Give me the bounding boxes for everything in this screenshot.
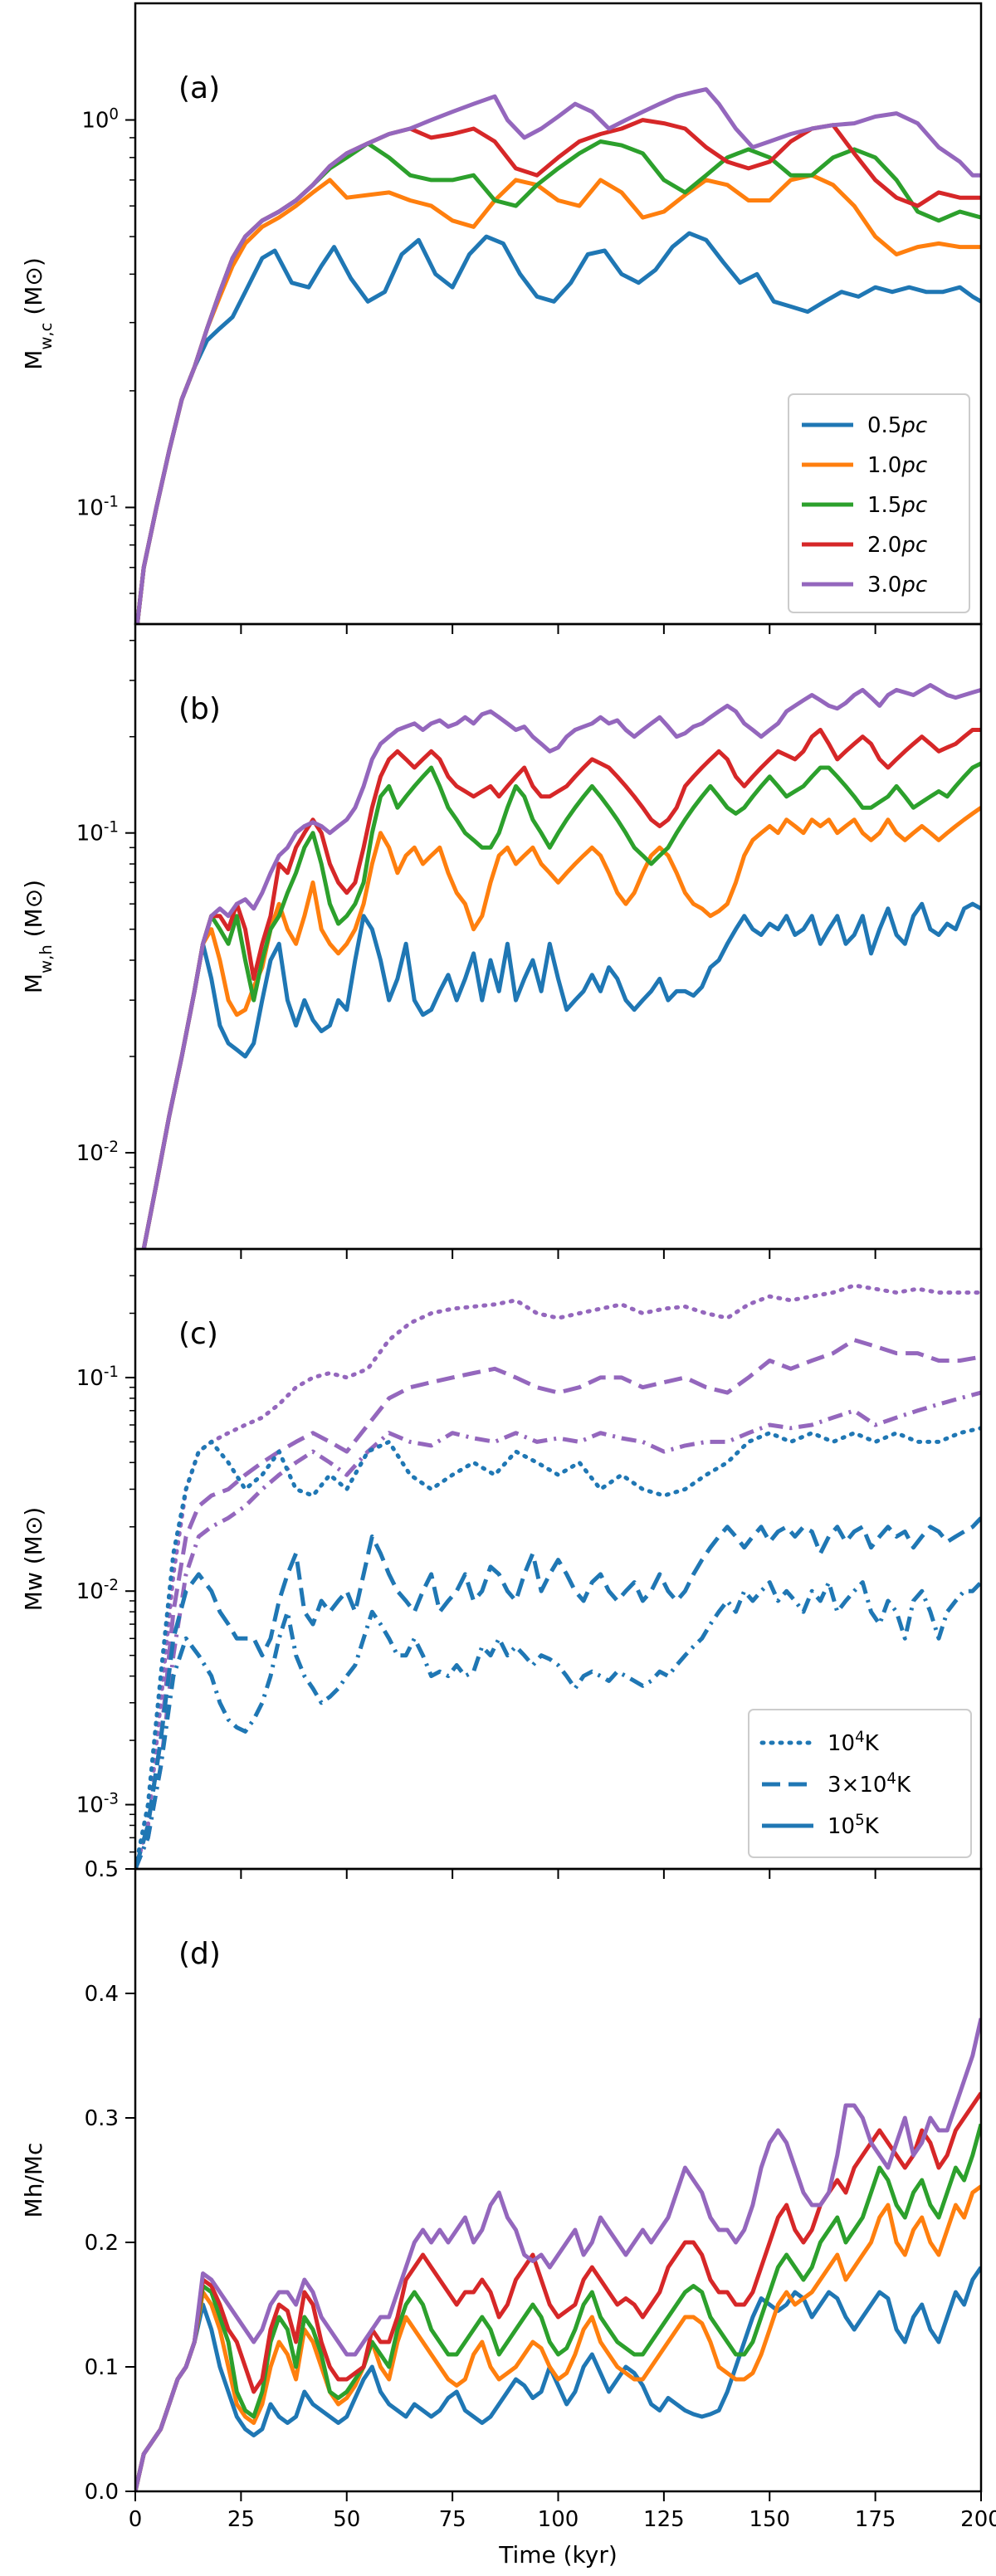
legend-label: 3×104K [828, 1770, 911, 1798]
legend-label: 0.5pc [867, 413, 927, 438]
series-line-1-5pc [135, 2123, 981, 2491]
y-tick-label: 0.3 [85, 2106, 119, 2131]
series-line-10-4K [135, 1283, 981, 1869]
legend-label: 104K [828, 1729, 880, 1757]
panel-label: (a) [178, 71, 220, 105]
series-line-3-0pc [135, 2017, 981, 2491]
series-group [135, 2017, 981, 2491]
x-tick-label: 175 [855, 2507, 896, 2532]
series-line-2-0pc [141, 728, 981, 1249]
legend-label: 2.0pc [867, 533, 927, 558]
y-axis-label: Mw,c (M⊙) [20, 257, 56, 370]
panel-2: 10-1 10-2 10-3 Mw (M⊙) (c) 104K 3×104K 105K [20, 1247, 983, 1879]
x-tick-label: 50 [333, 2507, 360, 2532]
series-line-10-4K-0-5pc- [135, 1426, 981, 1869]
series-line-0-5pc [135, 2266, 981, 2491]
panel-label: (d) [178, 1937, 221, 1971]
series-line-10-5K-0-5pc- [135, 1580, 981, 1869]
series-line-3-0pc [135, 87, 981, 624]
panel-0: 100 10-1 Mw,c (M⊙) (a) 0.5pc 1.0pc 1.5pc 2.0pc 3… [20, 2, 983, 634]
legend-label: 1.5pc [867, 493, 927, 518]
y-tick-label: 10-1 [76, 818, 119, 846]
x-tick-label: 125 [643, 2507, 685, 2532]
y-tick-label: 0.2 [85, 2231, 119, 2256]
series-group [141, 683, 981, 1249]
x-tick-label: 25 [227, 2507, 255, 2532]
y-tick-label: 10-2 [76, 1577, 119, 1605]
y-tick-label: 10-1 [76, 493, 119, 521]
y-axis-label: Mw (M⊙) [20, 1507, 47, 1611]
panel-label: (c) [178, 1317, 218, 1351]
series-group [135, 87, 981, 624]
series-line-1-0pc [141, 806, 981, 1249]
y-tick-label: 0.1 [85, 2355, 119, 2380]
y-tick-label: 0.4 [85, 1982, 119, 2007]
y-tick-label: 0.5 [85, 1857, 119, 1882]
series-line-3x10-4K-0-5pc- [135, 1516, 981, 1869]
series-line-1-0pc [135, 173, 981, 624]
series-line-1-5pc [141, 761, 981, 1249]
legend-radius: 0.5pc 1.0pc 1.5pc 2.0pc 3.0pc [788, 393, 970, 613]
series-line-0-5pc [135, 231, 981, 624]
y-tick-label: 10-3 [76, 1790, 119, 1818]
y-axis-label: Mh/Mc [20, 2143, 47, 2218]
x-tick-label: 75 [439, 2507, 466, 2532]
series-line-10-5K [135, 1390, 981, 1869]
legend-label: 3.0pc [867, 573, 927, 598]
y-axis-label: Mw,h (M⊙) [20, 880, 56, 993]
series-group [135, 1283, 981, 1869]
x-tick-label: 100 [538, 2507, 579, 2532]
y-tick-label: 0.0 [85, 2480, 119, 2505]
panel-1: 10-1 10-2 Mw,h (M⊙) (b) [20, 622, 983, 1259]
legend-label: 1.0pc [867, 453, 927, 478]
x-tick-label: 200 [960, 2507, 996, 2532]
legend-label: 105K [828, 1812, 880, 1840]
series-line-3-0pc [141, 683, 981, 1249]
series-line-1-0pc [135, 2184, 981, 2491]
x-tick-label: 0 [129, 2507, 143, 2532]
panel-label: (b) [178, 692, 221, 726]
y-tick-label: 10-2 [76, 1139, 119, 1167]
panel-3: 0.0 0.1 0.2 0.3 0.4 0.5 0 25 50 75 100 125 150 175 200… [20, 1857, 996, 2569]
x-tick-label: 150 [749, 2507, 790, 2532]
x-axis-label: Time (kyr) [498, 2541, 618, 2569]
legend-temperature: 104K 3×104K 105K [748, 1709, 972, 1858]
series-line-3x10-4K [135, 1338, 981, 1869]
series-line-2-0pc [135, 2091, 981, 2491]
series-line-0-5pc [141, 901, 981, 1249]
y-tick-label: 100 [81, 105, 119, 134]
y-tick-label: 10-1 [76, 1363, 119, 1391]
